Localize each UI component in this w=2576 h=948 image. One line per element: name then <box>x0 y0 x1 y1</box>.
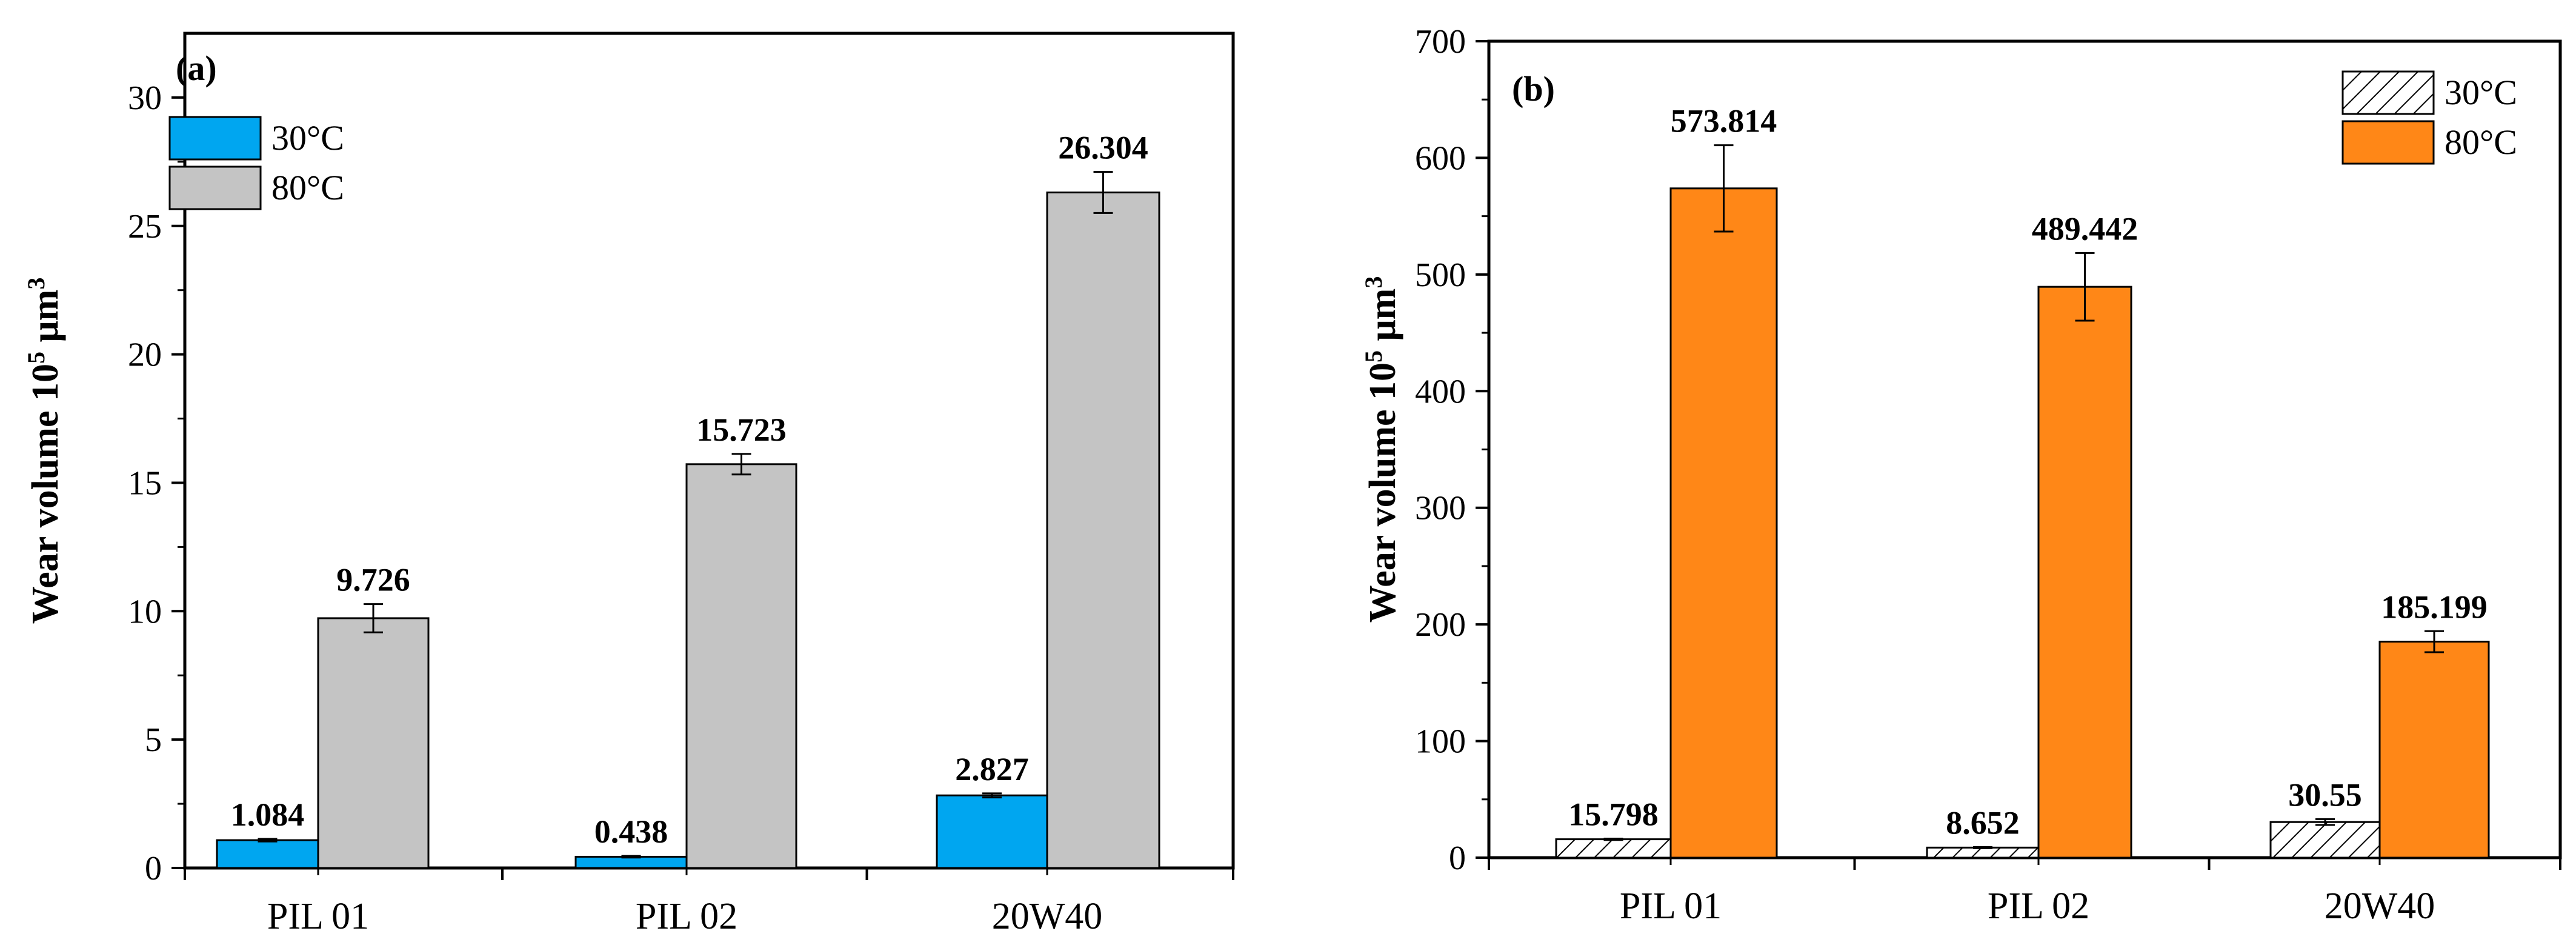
bar <box>1555 838 1672 859</box>
y-tick-label: 5 <box>145 721 162 759</box>
legend-label: 80°C <box>271 168 344 207</box>
bar <box>216 839 319 869</box>
bar <box>2037 285 2132 859</box>
data-label: 573.814 <box>1671 103 1777 139</box>
data-label: 9.726 <box>336 562 410 598</box>
y-tick-label: 700 <box>1415 23 1466 61</box>
y-tick-label: 10 <box>128 593 162 630</box>
y-tick-label: 300 <box>1415 490 1466 527</box>
bar <box>1669 187 1778 859</box>
bar <box>1926 846 2040 859</box>
chart-b: 0 100 200 300 400 500 600 700 PIL 01 PIL 02 20W40 1… <box>1360 23 2562 927</box>
data-label: 15.723 <box>696 412 787 448</box>
y-tick-label: 500 <box>1415 256 1466 294</box>
y-tick-label: 30 <box>128 79 162 117</box>
x-category-label: PIL 02 <box>636 896 737 937</box>
x-category-label: PIL 02 <box>1988 886 2089 927</box>
data-label: 0.438 <box>594 813 668 850</box>
bar <box>685 463 797 869</box>
y-tick-label: 15 <box>128 464 162 502</box>
legend-swatch <box>168 165 262 210</box>
y-tick-label: 0 <box>1449 840 1466 877</box>
data-label: 489.442 <box>2032 210 2138 247</box>
data-label: 26.304 <box>1058 130 1148 166</box>
x-category-label: 20W40 <box>992 896 1103 937</box>
bar <box>574 855 688 869</box>
y-tick-label: 0 <box>145 850 162 887</box>
y-tick-label: 400 <box>1415 373 1466 410</box>
legend-swatch <box>2341 120 2435 165</box>
y-tick-label: 25 <box>128 208 162 245</box>
legend-label: 30°C <box>2445 73 2517 112</box>
y-axis-title: Wear volume 105 μm3 <box>1360 276 1404 623</box>
x-category-label: PIL 01 <box>1620 886 1722 927</box>
bar <box>936 794 1048 869</box>
legend-swatch <box>168 116 262 161</box>
legend-swatch <box>2341 70 2435 115</box>
data-label: 185.199 <box>2381 589 2488 625</box>
y-tick-label: 600 <box>1415 139 1466 177</box>
legend-label: 80°C <box>2445 122 2517 162</box>
bar <box>1046 192 1160 869</box>
data-label: 30.55 <box>2288 776 2362 813</box>
data-label: 2.827 <box>955 751 1029 787</box>
x-category-label: PIL 01 <box>267 896 369 937</box>
legend-label: 30°C <box>271 118 344 158</box>
y-tick-label: 20 <box>128 336 162 374</box>
panel-label: (b) <box>1512 69 1555 108</box>
y-axis-title: Wear volume 105 μm3 <box>22 278 67 624</box>
chart-a: 0 5 10 15 20 25 30 PIL 01 PIL 02 20W40 1.084 0.438 2… <box>22 32 1235 937</box>
y-tick-label: 100 <box>1415 723 1466 761</box>
x-category-label: 20W40 <box>2325 886 2435 927</box>
data-label: 1.084 <box>231 796 305 833</box>
data-label: 8.652 <box>1946 804 2020 841</box>
data-label: 15.798 <box>1568 796 1659 832</box>
panel-label: (a) <box>176 48 217 88</box>
bar <box>317 617 430 869</box>
y-tick-label: 200 <box>1415 606 1466 644</box>
bar <box>2269 821 2381 859</box>
bar <box>2378 641 2490 859</box>
